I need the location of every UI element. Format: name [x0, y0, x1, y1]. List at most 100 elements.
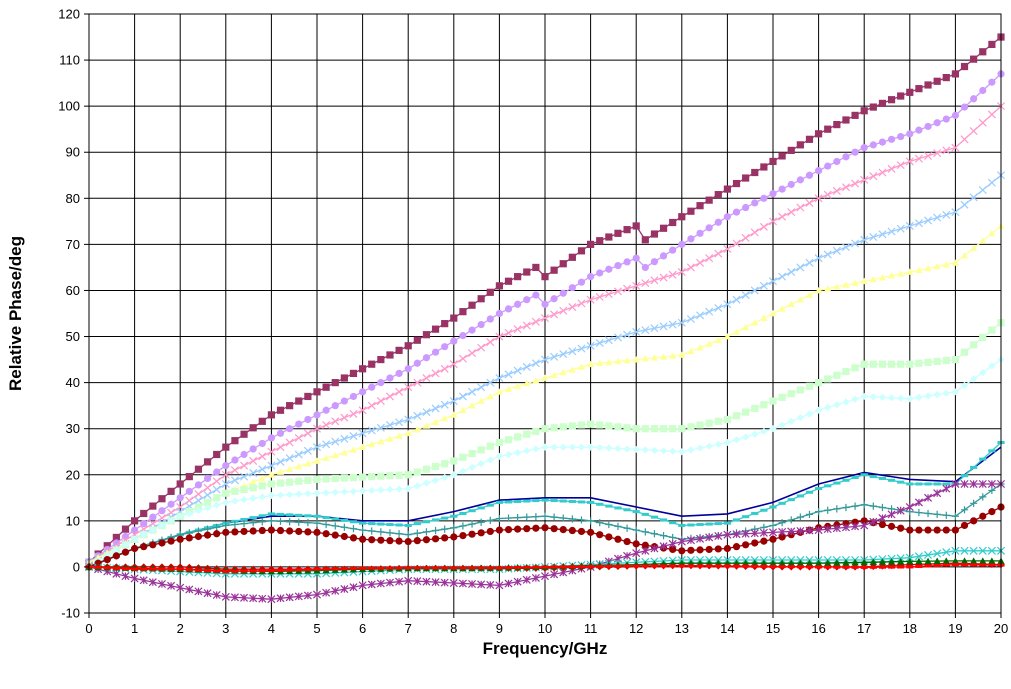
data-point — [441, 566, 449, 570]
data-point — [285, 438, 294, 447]
data-point — [240, 496, 248, 504]
data-point — [641, 541, 649, 549]
data-point — [377, 522, 385, 526]
data-point — [614, 506, 622, 510]
data-point — [988, 557, 996, 564]
data-point — [486, 288, 494, 296]
data-point — [742, 515, 750, 519]
data-point — [714, 564, 722, 568]
data-point — [450, 566, 458, 570]
data-point — [878, 168, 887, 177]
data-point — [522, 321, 531, 330]
data-point — [678, 547, 686, 555]
data-point — [587, 528, 595, 536]
data-point — [623, 226, 631, 234]
data-point — [258, 594, 267, 603]
data-point — [158, 495, 166, 503]
data-point — [540, 355, 550, 364]
data-point — [213, 450, 221, 459]
data-point — [596, 519, 604, 527]
data-point — [258, 482, 266, 490]
data-point — [841, 183, 850, 192]
data-point — [349, 534, 358, 542]
data-point — [440, 400, 449, 409]
data-point — [987, 110, 996, 119]
x-tick-label: 1 — [131, 621, 138, 636]
data-point — [924, 358, 932, 366]
data-point — [842, 565, 850, 569]
data-point — [669, 218, 677, 227]
data-point — [623, 330, 632, 339]
data-point — [377, 472, 385, 480]
data-point — [650, 425, 659, 433]
data-point — [805, 382, 814, 390]
data-point — [550, 424, 558, 432]
y-tick-label: 100 — [58, 99, 80, 114]
data-point — [249, 527, 257, 535]
data-point — [705, 340, 713, 347]
data-point — [176, 512, 184, 520]
data-point — [349, 392, 358, 401]
data-point — [924, 557, 932, 565]
data-point — [440, 364, 449, 373]
data-point — [960, 557, 969, 564]
data-point — [240, 527, 248, 536]
data-point — [823, 525, 832, 534]
data-point — [504, 328, 513, 337]
data-point — [970, 563, 978, 567]
data-point — [988, 362, 996, 370]
data-point — [385, 392, 394, 401]
data-point — [787, 180, 795, 189]
data-point — [979, 557, 987, 564]
data-point — [349, 566, 358, 570]
data-point — [286, 513, 294, 517]
data-point — [286, 490, 294, 499]
data-point — [970, 341, 978, 349]
data-point — [696, 202, 704, 210]
data-point — [185, 509, 193, 518]
data-point — [942, 526, 950, 534]
y-tick-label: 30 — [66, 421, 80, 436]
data-point — [359, 388, 367, 396]
data-point — [970, 244, 978, 251]
y-tick-label: 90 — [66, 145, 80, 160]
data-point — [623, 537, 631, 546]
data-point — [896, 224, 905, 233]
data-point — [286, 518, 294, 526]
data-point — [385, 578, 394, 587]
data-point — [495, 373, 504, 383]
data-point — [751, 430, 759, 438]
data-point — [450, 524, 458, 532]
data-point — [778, 185, 786, 193]
data-point — [942, 557, 950, 564]
data-point — [294, 450, 303, 459]
data-point — [377, 379, 385, 387]
data-point — [112, 546, 120, 554]
data-point — [541, 512, 549, 520]
data-point — [568, 284, 576, 292]
data-point — [294, 433, 303, 442]
data-point — [887, 360, 896, 368]
data-point — [933, 557, 941, 564]
x-tick-label: 19 — [948, 621, 962, 636]
data-point — [577, 500, 586, 504]
y-tick-label: 50 — [66, 329, 80, 344]
data-point — [550, 525, 558, 533]
data-point — [933, 77, 941, 85]
data-point — [468, 402, 476, 409]
data-point — [796, 494, 804, 498]
data-point — [768, 217, 778, 226]
x-tick-label: 14 — [720, 621, 734, 636]
data-point — [897, 92, 905, 100]
data-point — [669, 521, 677, 525]
data-point — [295, 462, 303, 470]
x-tick-label: 3 — [222, 621, 229, 636]
data-point — [514, 565, 522, 569]
data-point — [431, 526, 440, 535]
data-point — [139, 576, 148, 585]
data-point — [121, 567, 130, 571]
data-point — [468, 349, 477, 358]
data-point — [596, 237, 604, 245]
data-point — [605, 422, 613, 430]
data-point — [723, 332, 731, 340]
